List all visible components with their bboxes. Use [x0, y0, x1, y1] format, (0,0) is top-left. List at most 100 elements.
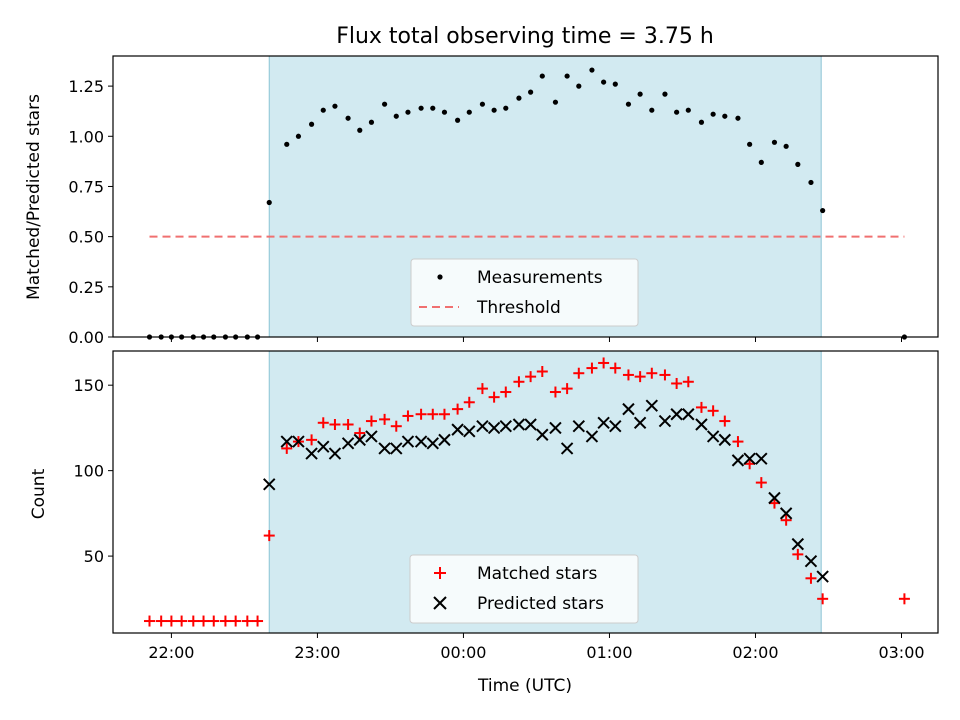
point-predicted-stars	[263, 478, 276, 491]
legend-predicted-label: Predicted stars	[477, 594, 604, 614]
point-measurements	[649, 107, 655, 113]
bottom-axes-frame	[112, 350, 939, 634]
point-matched-stars	[561, 383, 573, 395]
legend-measurements-label: Measurements	[477, 268, 603, 288]
top-x-ticks	[170, 337, 902, 342]
point-matched-stars	[415, 408, 427, 420]
point-measurements	[808, 179, 814, 186]
point-matched-stars	[682, 376, 694, 388]
point-predicted-stars	[487, 421, 501, 435]
point-predicted-stars	[499, 419, 512, 433]
point-predicted-stars	[414, 435, 428, 448]
point-matched-stars	[525, 371, 537, 383]
point-measurements	[284, 141, 290, 147]
point-matched-stars	[780, 514, 792, 526]
point-matched-stars	[198, 615, 210, 627]
point-measurements	[662, 91, 668, 97]
top-y-ticks: 0.00 0.25 0.50 0.75 1.00 1.25	[68, 77, 113, 347]
point-predicted-stars	[560, 442, 574, 455]
point-matched-stars	[817, 593, 829, 605]
point-predicted-stars	[706, 430, 720, 443]
point-matched-stars	[732, 436, 744, 448]
point-predicted-stars	[353, 433, 366, 447]
point-measurements	[479, 101, 486, 107]
point-predicted-stars	[438, 433, 451, 447]
top-y-axis-label: Matched/Predicted stars	[24, 94, 44, 300]
point-matched-stars	[659, 369, 671, 381]
point-measurements	[625, 101, 632, 107]
x-tick-label: 01:00	[586, 643, 632, 662]
point-predicted-stars	[585, 430, 599, 443]
point-measurements	[368, 119, 375, 125]
point-matched-stars	[230, 615, 242, 627]
point-predicted-stars	[779, 507, 793, 520]
x-tick-label: 22:00	[148, 643, 194, 662]
point-measurements	[430, 105, 436, 111]
y-tick-label: 0.75	[68, 177, 104, 196]
point-measurements	[747, 141, 753, 147]
point-matched-stars	[342, 418, 354, 430]
point-predicted-stars	[524, 418, 537, 431]
point-measurements	[418, 105, 424, 111]
point-predicted-stars	[512, 418, 526, 431]
point-matched-stars	[549, 386, 561, 398]
point-matched-stars	[573, 367, 585, 379]
top-legend: Measurements Threshold	[410, 258, 639, 327]
point-measurements	[820, 207, 826, 214]
point-predicted-stars	[731, 454, 745, 467]
point-measurements	[503, 105, 509, 111]
legend-matched-label: Matched stars	[477, 564, 597, 584]
point-matched-stars	[792, 548, 804, 560]
bottom-y-ticks: 50 100 150	[73, 376, 113, 566]
point-predicted-stars	[755, 452, 768, 465]
x-tick-label: 03:00	[878, 643, 924, 662]
point-predicted-stars	[633, 416, 647, 429]
point-predicted-stars	[401, 435, 415, 448]
top-legend-box	[410, 258, 639, 327]
point-matched-stars	[598, 357, 610, 369]
x-tick-label: 02:00	[732, 643, 778, 662]
point-matched-stars	[241, 615, 253, 627]
point-measurements	[455, 117, 461, 123]
bottom-legend-box	[409, 554, 639, 624]
point-matched-stars	[252, 615, 264, 627]
point-measurements	[735, 115, 741, 121]
point-predicted-stars	[463, 425, 476, 438]
point-measurements	[564, 73, 570, 79]
point-measurements	[516, 95, 522, 101]
y-tick-label: 1.25	[68, 77, 104, 96]
point-measurements	[491, 107, 497, 113]
point-matched-stars	[513, 376, 525, 388]
point-predicted-stars	[292, 435, 305, 448]
y-tick-label: 50	[84, 547, 104, 566]
point-measurements	[295, 133, 302, 139]
x-tick-label: 23:00	[294, 643, 340, 662]
y-tick-label: 0.50	[68, 228, 104, 247]
point-measurements	[601, 79, 607, 85]
x-tick-label: 00:00	[440, 643, 486, 662]
point-matched-stars	[402, 410, 414, 422]
point-predicted-stars	[476, 419, 489, 433]
point-matched-stars	[329, 418, 341, 430]
point-measurements	[466, 109, 472, 115]
point-measurements	[771, 139, 778, 145]
point-measurements	[308, 121, 315, 127]
point-measurements	[795, 161, 801, 167]
point-measurements	[320, 107, 326, 113]
point-matched-stars	[719, 415, 731, 427]
point-measurements	[722, 113, 728, 119]
point-predicted-stars	[365, 430, 378, 443]
point-measurements	[552, 99, 559, 105]
point-predicted-stars	[341, 437, 355, 450]
point-matched-stars	[898, 593, 910, 605]
point-matched-stars	[306, 434, 318, 446]
series-predicted-stars	[263, 399, 829, 583]
point-matched-stars	[536, 366, 548, 378]
point-matched-stars	[379, 413, 391, 425]
series-matched-stars	[144, 357, 910, 627]
point-matched-stars	[707, 405, 719, 417]
point-matched-stars	[317, 417, 329, 429]
point-matched-stars	[390, 420, 402, 432]
